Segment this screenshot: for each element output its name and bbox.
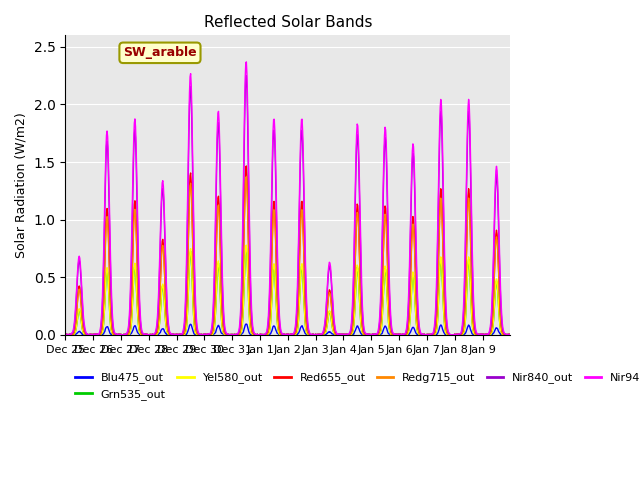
Nir840_out: [334, 332, 342, 338]
Nir840_out: [243, 73, 250, 79]
Yel580_out: [333, 331, 341, 337]
Yel580_out: [195, 332, 203, 337]
Redg715_out: [243, 174, 250, 180]
Grn535_out: [114, 332, 122, 338]
Nir945_out: [334, 332, 342, 337]
Red655_out: [334, 332, 342, 338]
Nir945_out: [218, 228, 225, 234]
Nir945_out: [254, 332, 262, 338]
Yel580_out: [334, 332, 342, 338]
Nir945_out: [195, 331, 203, 337]
Line: Red655_out: Red655_out: [65, 166, 511, 335]
Nir945_out: [507, 331, 515, 337]
Blu475_out: [195, 332, 203, 337]
Blu475_out: [359, 331, 367, 337]
Legend: Blu475_out, Grn535_out, Yel580_out, Red655_out, Redg715_out, Nir840_out, Nir945_: Blu475_out, Grn535_out, Yel580_out, Red6…: [71, 368, 640, 404]
Line: Yel580_out: Yel580_out: [65, 245, 511, 335]
Red655_out: [218, 286, 225, 292]
Nir945_out: [114, 332, 122, 338]
Grn535_out: [334, 332, 342, 338]
Blu475_out: [334, 332, 342, 338]
Nir840_out: [114, 332, 122, 338]
Text: SW_arable: SW_arable: [123, 46, 196, 60]
Line: Nir945_out: Nir945_out: [65, 62, 511, 335]
Blu475_out: [507, 331, 515, 337]
Redg715_out: [507, 331, 515, 337]
Nir945_out: [61, 332, 69, 337]
Blu475_out: [234, 332, 242, 337]
Yel580_out: [234, 332, 242, 337]
Red655_out: [61, 332, 69, 337]
Nir840_out: [61, 332, 69, 337]
Grn535_out: [218, 315, 225, 321]
Yel580_out: [359, 331, 367, 336]
Redg715_out: [234, 331, 242, 337]
Nir840_out: [234, 331, 242, 336]
Nir840_out: [195, 331, 203, 337]
Redg715_out: [218, 285, 225, 291]
Red655_out: [234, 331, 242, 337]
Redg715_out: [195, 332, 203, 337]
Nir945_out: [359, 314, 367, 320]
Grn535_out: [507, 331, 515, 337]
Nir840_out: [507, 331, 515, 337]
Blu475_out: [333, 331, 341, 337]
Red655_out: [507, 331, 515, 337]
Redg715_out: [334, 332, 342, 338]
Y-axis label: Solar Radiation (W/m2): Solar Radiation (W/m2): [15, 112, 28, 258]
Yel580_out: [243, 242, 250, 248]
Yel580_out: [114, 332, 122, 338]
Line: Blu475_out: Blu475_out: [65, 324, 511, 335]
Line: Grn535_out: Grn535_out: [65, 248, 511, 335]
Grn535_out: [243, 245, 250, 251]
Title: Reflected Solar Bands: Reflected Solar Bands: [204, 15, 372, 30]
Line: Redg715_out: Redg715_out: [65, 177, 511, 335]
Grn535_out: [195, 332, 203, 337]
Yel580_out: [507, 331, 515, 337]
Nir840_out: [218, 242, 225, 248]
Red655_out: [114, 332, 122, 338]
Yel580_out: [61, 332, 69, 337]
Grn535_out: [234, 332, 242, 337]
Grn535_out: [333, 331, 341, 337]
Grn535_out: [359, 331, 367, 336]
Blu475_out: [218, 330, 225, 336]
Blu475_out: [61, 332, 69, 337]
Red655_out: [359, 328, 367, 334]
Blu475_out: [243, 321, 250, 327]
Redg715_out: [359, 327, 367, 333]
Nir840_out: [359, 319, 367, 325]
Nir945_out: [234, 330, 242, 336]
Red655_out: [254, 332, 262, 338]
Nir840_out: [254, 332, 262, 338]
Grn535_out: [61, 332, 69, 337]
Redg715_out: [61, 332, 69, 337]
Nir945_out: [243, 59, 250, 65]
Redg715_out: [254, 332, 262, 338]
Yel580_out: [218, 315, 225, 321]
Red655_out: [243, 163, 250, 169]
Blu475_out: [114, 332, 122, 338]
Redg715_out: [114, 332, 122, 338]
Red655_out: [195, 332, 203, 337]
Line: Nir840_out: Nir840_out: [65, 76, 511, 335]
